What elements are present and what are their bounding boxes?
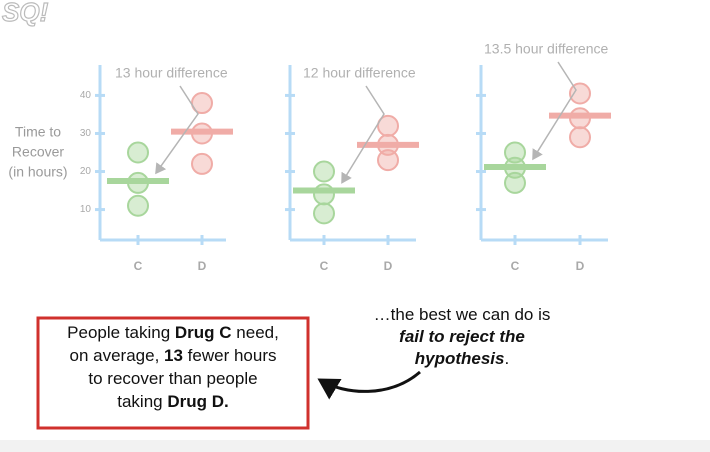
y-axis-label: Recover [12, 144, 64, 160]
annotation: 12 hour difference [303, 65, 416, 81]
x-tick-label: C [134, 259, 143, 273]
logo: SQ! [2, 0, 49, 27]
text-line: to recover than people [88, 369, 257, 388]
text-run: People taking [67, 323, 175, 342]
text-run: on average, [70, 346, 165, 365]
x-tick-label: D [576, 259, 585, 273]
y-tick-label: 10 [80, 204, 92, 215]
text-run: fewer hours [183, 346, 277, 365]
data-point [191, 152, 213, 175]
text-run: …the best we can do is [374, 305, 551, 324]
text-run: fail to reject the [399, 327, 525, 346]
text-line: hypothesis. [415, 349, 509, 368]
text-line: …the best we can do is [374, 305, 551, 324]
text-run: Drug C [175, 323, 232, 342]
text-line: on average, 13 fewer hours [70, 346, 277, 365]
data-point [313, 183, 335, 206]
data-point [569, 126, 591, 149]
curved-arrow [317, 370, 421, 400]
text-run: hypothesis [415, 349, 505, 368]
annotation-arrow [532, 61, 577, 161]
y-tick-label: 20 [80, 166, 92, 177]
text-line: taking Drug D. [117, 392, 228, 411]
data-point [127, 194, 149, 217]
text-run: 13 [164, 346, 183, 365]
footer-strip [0, 440, 710, 452]
x-tick-label: C [320, 259, 329, 273]
claim-box [36, 316, 310, 430]
y-axis-label: (in hours) [8, 164, 67, 180]
data-point [191, 92, 213, 115]
annotation-arrow [341, 85, 385, 184]
x-tick-label: C [511, 259, 520, 273]
text-run: to recover than people [88, 369, 257, 388]
y-axis-label: Time to [15, 124, 61, 140]
annotation: 13 hour difference [115, 65, 228, 81]
text-line: People taking Drug C need, [67, 323, 279, 342]
text-run: need, [232, 323, 279, 342]
y-tick-label: 30 [80, 128, 92, 139]
data-point [313, 160, 335, 183]
y-tick-label: 40 [80, 90, 92, 101]
annotation-arrow [155, 85, 199, 175]
annotation: 13.5 hour difference [484, 41, 608, 57]
text-run: . [505, 349, 510, 368]
text-run: taking [117, 392, 167, 411]
data-point [313, 202, 335, 225]
data-point [127, 141, 149, 164]
data-point [504, 141, 526, 164]
x-tick-label: D [198, 259, 207, 273]
x-tick-label: D [384, 259, 393, 273]
data-point [504, 171, 526, 194]
data-point [377, 149, 399, 172]
text-run: Drug D. [167, 392, 228, 411]
text-line: fail to reject the [399, 327, 525, 346]
